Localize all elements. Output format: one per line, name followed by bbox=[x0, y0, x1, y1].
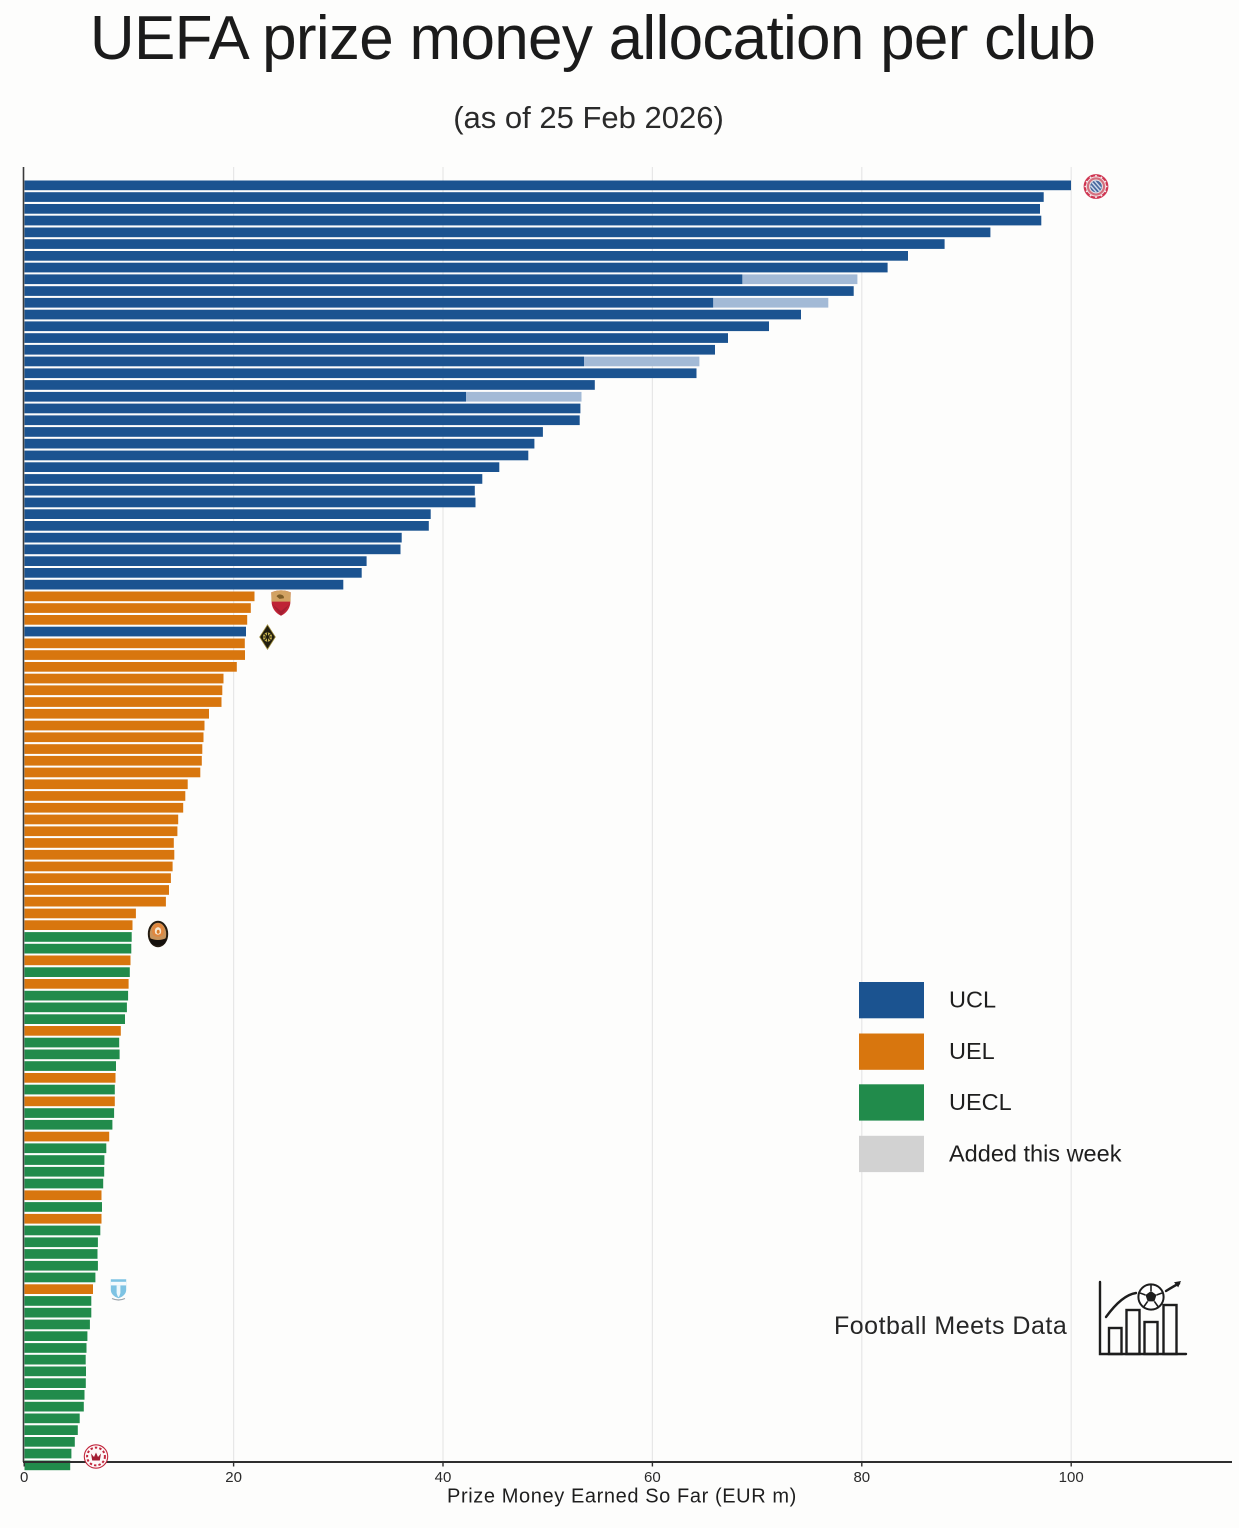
svg-text:40: 40 bbox=[435, 1469, 452, 1486]
svg-text:UEL: UEL bbox=[949, 1038, 995, 1064]
svg-text:Added this week: Added this week bbox=[949, 1140, 1122, 1166]
svg-text:UCL: UCL bbox=[949, 987, 996, 1013]
svg-text:UECL: UECL bbox=[949, 1089, 1012, 1115]
svg-text:60: 60 bbox=[644, 1469, 661, 1486]
svg-text:Prize Money Earned So Far (EUR: Prize Money Earned So Far (EUR m) bbox=[447, 1486, 797, 1508]
svg-text:Football Meets Data: Football Meets Data bbox=[834, 1312, 1067, 1340]
svg-text:0: 0 bbox=[20, 1469, 28, 1486]
svg-text:100: 100 bbox=[1059, 1469, 1084, 1486]
svg-text:20: 20 bbox=[225, 1469, 242, 1486]
svg-text:80: 80 bbox=[853, 1469, 870, 1486]
